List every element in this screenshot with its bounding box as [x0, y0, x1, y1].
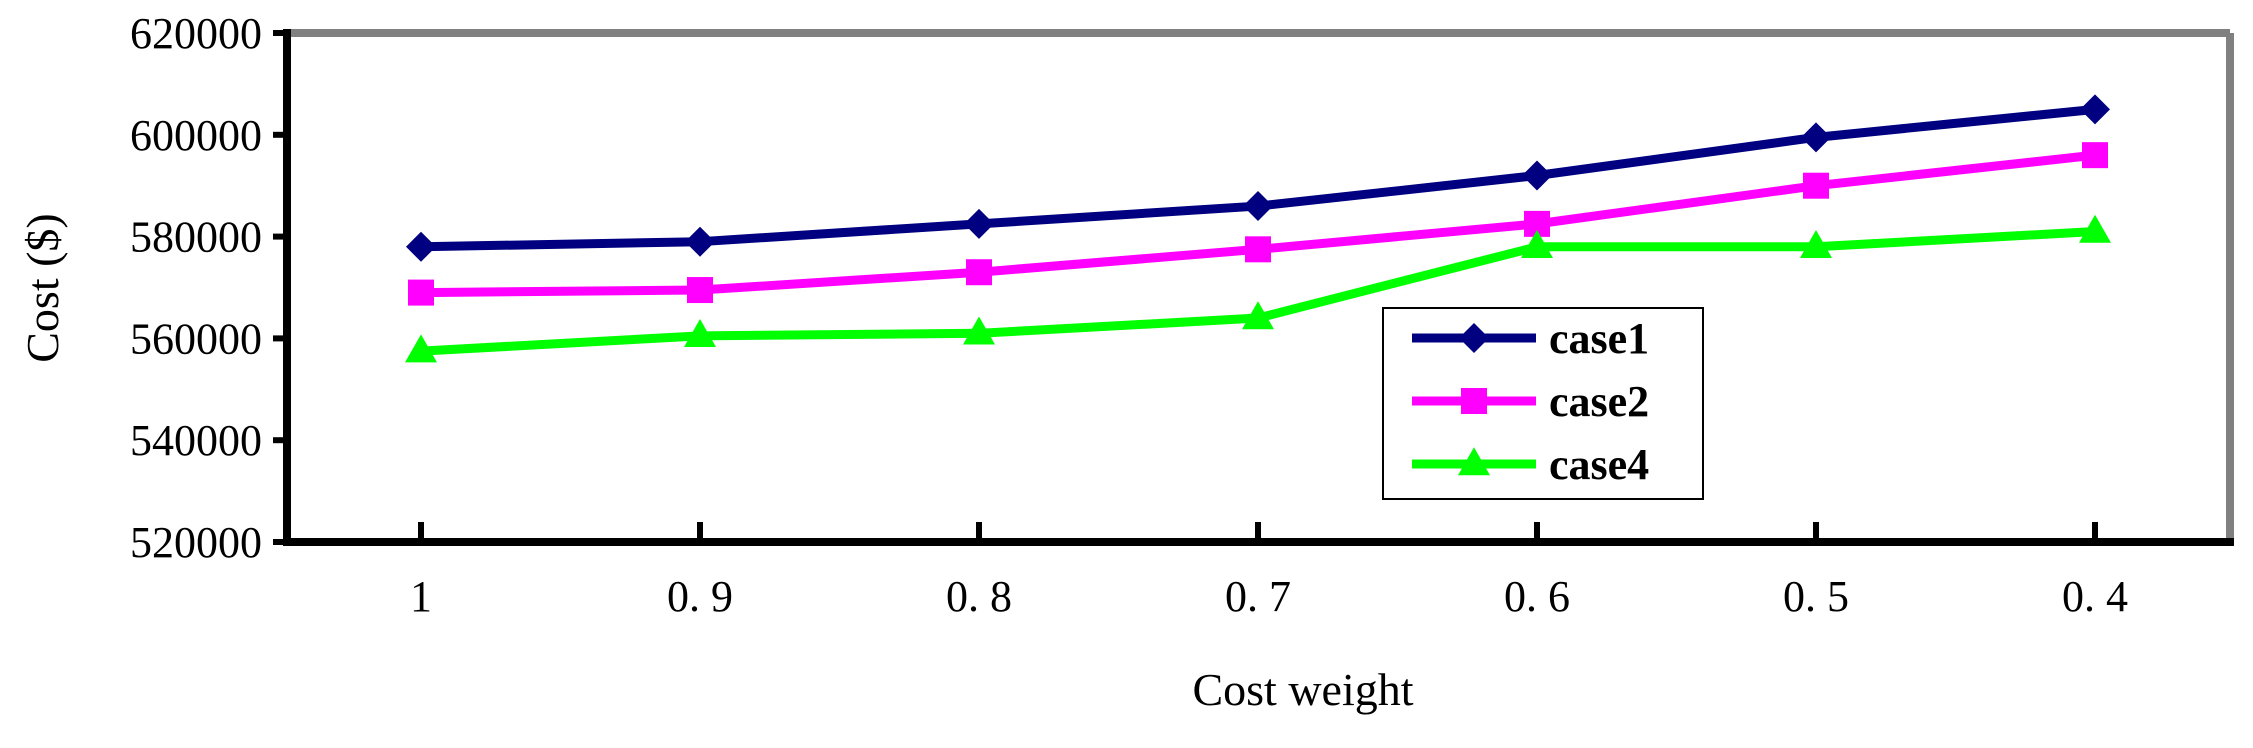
legend-label: case4 — [1549, 440, 1649, 489]
y-tick-label: 520000 — [130, 518, 262, 567]
legend-marker — [1458, 447, 1490, 476]
data-point-case1 — [964, 208, 994, 239]
data-point-case1 — [2080, 94, 2110, 125]
data-point-case1 — [1243, 191, 1273, 222]
y-tick-label: 600000 — [130, 111, 262, 160]
data-point-case1 — [1522, 160, 1552, 191]
data-point-case4 — [1242, 301, 1274, 330]
data-point-case1 — [1801, 122, 1831, 153]
series-case2 — [408, 142, 2108, 306]
x-tick-label: 0. 4 — [2062, 572, 2128, 621]
y-tick-label: 620000 — [130, 9, 262, 58]
legend-item-case2: case2 — [1412, 377, 1649, 426]
data-point-case2 — [408, 279, 434, 306]
legend-marker — [1459, 323, 1489, 353]
series-layer — [405, 94, 2111, 363]
data-point-case2 — [687, 277, 713, 304]
y-axis-ticks: 520000 540000 560000 580000 600000 620000 — [130, 9, 287, 567]
series-line-case2 — [420, 150, 2096, 298]
data-point-case4 — [1800, 229, 1832, 258]
data-point-case2 — [966, 259, 992, 286]
data-point-case1 — [406, 231, 436, 262]
y-tick-label: 560000 — [130, 314, 262, 363]
series-case4 — [405, 214, 2111, 363]
data-point-case4 — [1521, 229, 1553, 258]
data-point-case4 — [684, 319, 716, 348]
x-tick-label: 0. 9 — [667, 572, 733, 621]
legend-label: case1 — [1549, 314, 1649, 363]
x-tick-label: 0. 5 — [1783, 572, 1849, 621]
data-point-case2 — [2082, 142, 2108, 169]
data-point-case4 — [963, 316, 995, 345]
y-tick-label: 540000 — [130, 416, 262, 465]
x-tick-label: 0. 8 — [946, 572, 1012, 621]
x-axis-ticks: 1 0. 9 0. 8 0. 7 0. 6 0. 5 0. 4 — [410, 522, 2128, 621]
data-point-case4 — [405, 334, 437, 363]
series-case1 — [406, 94, 2110, 262]
data-point-case4 — [2079, 214, 2111, 243]
legend-item-case4: case4 — [1412, 440, 1649, 489]
y-axis-title: Cost ($) — [17, 213, 68, 363]
legend-marker — [1461, 388, 1487, 414]
legend-item-case1: case1 — [1412, 314, 1649, 363]
x-tick-label: 1 — [410, 572, 432, 621]
legend: case1 case2 case4 — [1382, 307, 1704, 500]
series-line-case1 — [420, 104, 2096, 252]
x-tick-label: 0. 7 — [1225, 572, 1291, 621]
data-point-case2 — [1803, 172, 1829, 199]
data-point-case2 — [1245, 236, 1271, 263]
y-tick-label: 580000 — [130, 213, 262, 262]
x-axis-title: Cost weight — [1192, 664, 1413, 715]
data-point-case1 — [685, 226, 715, 257]
x-tick-label: 0. 6 — [1504, 572, 1570, 621]
legend-label: case2 — [1549, 377, 1649, 426]
